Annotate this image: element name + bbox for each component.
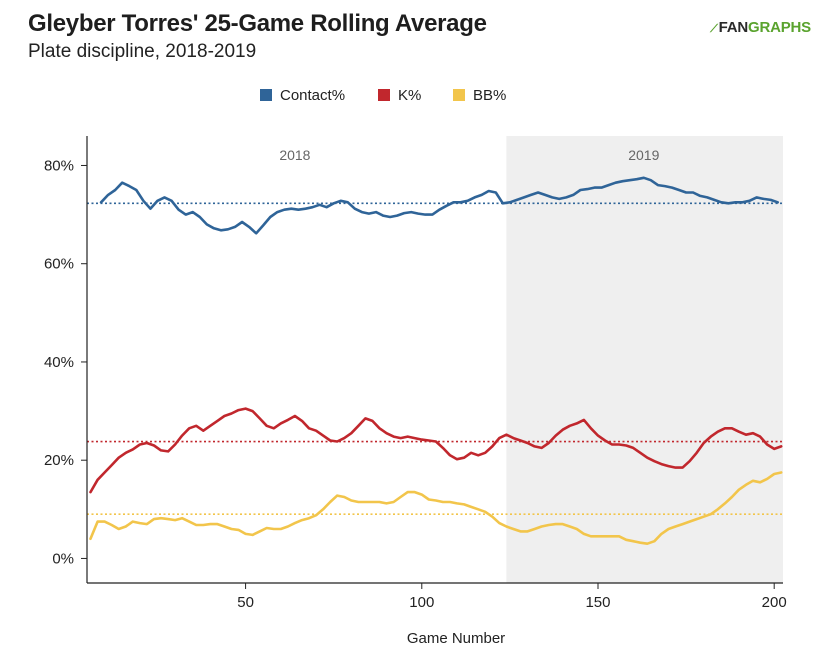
series-line-k-pct	[89, 407, 783, 494]
y-tick-label: 40%	[44, 354, 74, 371]
y-tick-label: 20%	[44, 452, 74, 469]
logo-mark-icon: ⟋	[710, 23, 718, 35]
x-tick-label: 200	[762, 594, 787, 611]
legend-swatch-k-pct	[378, 89, 390, 101]
logo-fan-text: FAN	[718, 19, 749, 36]
legend-swatch-bb-pct	[453, 89, 465, 101]
legend-label-k-pct: K%	[398, 87, 421, 104]
chart-axes: 0% 20% 40% 60% 80% 50 100 150 200	[44, 136, 787, 611]
legend-label-contact-pct: Contact%	[280, 87, 345, 104]
chart-legend: Contact% K% BB%	[260, 87, 506, 104]
season-label-2019: 2019	[628, 147, 659, 163]
y-tick-label: 0%	[52, 550, 74, 567]
x-axis-title: Game Number	[407, 630, 505, 647]
logo-graphs-text: GRAPHS	[748, 19, 811, 36]
chart-subtitle: Plate discipline, 2018-2019	[28, 41, 257, 62]
season-label-2018: 2018	[279, 147, 310, 163]
x-tick-label: 150	[585, 594, 610, 611]
y-tick-label: 80%	[44, 157, 74, 174]
plot-area: 2018 2019	[87, 136, 783, 583]
legend-swatch-contact-pct	[260, 89, 272, 101]
series-line-contact-pct	[99, 176, 779, 235]
legend-label-bb-pct: BB%	[473, 87, 506, 104]
season-2019-shading	[506, 136, 783, 583]
chart-title: Gleyber Torres' 25-Game Rolling Average	[28, 10, 487, 37]
fangraphs-logo[interactable]: ⟋FANGRAPHS	[710, 19, 811, 36]
x-tick-label: 100	[409, 594, 434, 611]
series-line-bb-pct	[89, 471, 783, 545]
y-tick-label: 60%	[44, 256, 74, 273]
x-tick-label: 50	[237, 594, 254, 611]
